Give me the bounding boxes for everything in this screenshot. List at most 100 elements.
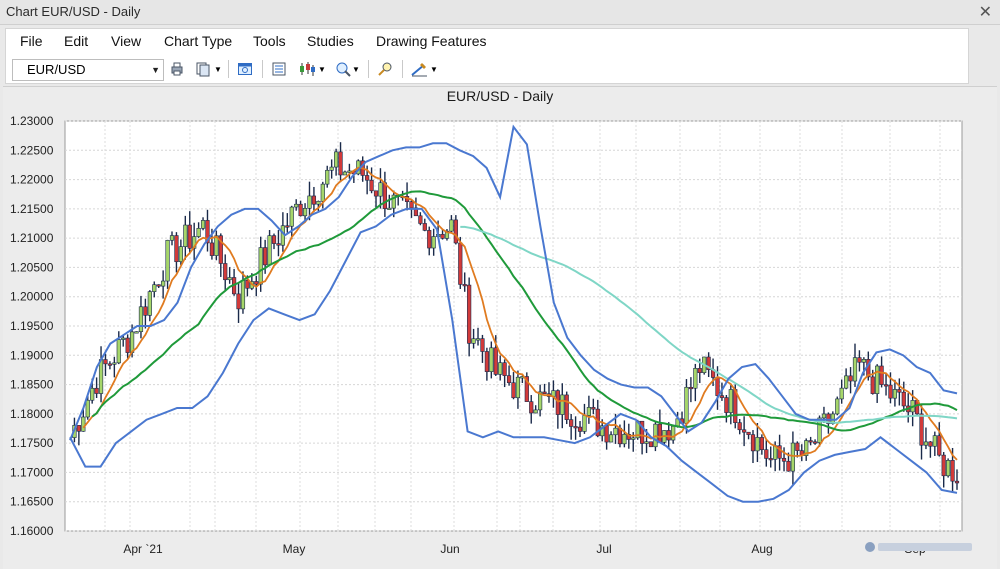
y-tick-label: 1.19000 — [10, 348, 54, 362]
candle-body — [950, 460, 955, 482]
candle-body — [622, 434, 627, 445]
candle-body — [205, 220, 210, 244]
candle-body — [325, 169, 330, 185]
candle-body — [684, 386, 689, 424]
symbol-select[interactable]: EUR/USD ▼ — [12, 59, 164, 81]
candle-body — [555, 390, 560, 415]
candle-body — [892, 389, 898, 399]
candle-body — [746, 431, 751, 435]
menu-studies[interactable]: Studies — [307, 33, 354, 49]
close-icon[interactable]: ✕ — [978, 4, 992, 21]
candle-body — [600, 425, 605, 437]
window-titlebar: Chart EUR/USD - Daily ✕ — [0, 0, 1000, 25]
candle-body — [932, 435, 937, 447]
candle-body — [742, 429, 747, 433]
candle-body — [844, 375, 849, 389]
menu-view[interactable]: View — [111, 33, 142, 49]
candle-body — [329, 166, 334, 171]
candle-body — [218, 235, 223, 264]
y-tick-label: 1.18500 — [10, 378, 54, 392]
candle-body — [320, 183, 325, 202]
candle-body — [391, 194, 396, 209]
candle-body — [81, 416, 86, 432]
x-tick-label: Jun — [440, 542, 459, 556]
drawing-tools-button[interactable] — [408, 59, 430, 79]
candle-body — [307, 195, 312, 209]
candle-body — [183, 224, 188, 247]
candle-body — [467, 284, 472, 344]
candle-body — [200, 220, 206, 229]
candle-body — [768, 458, 773, 461]
candle-body — [178, 246, 183, 263]
candle-body — [781, 457, 787, 462]
candle-body — [409, 201, 414, 209]
chevron-down-icon: ▼ — [352, 64, 360, 74]
chart-type-dropdown[interactable]: ▼ — [316, 59, 328, 79]
menu-file[interactable]: File — [20, 33, 43, 49]
candle-body — [538, 391, 543, 411]
candle-body — [790, 442, 796, 472]
candle-body — [821, 413, 827, 419]
candle-body — [453, 219, 458, 244]
candlestick-icon — [300, 62, 315, 76]
copy-button[interactable] — [192, 59, 214, 79]
candle-body — [529, 401, 534, 414]
candle-body — [666, 430, 671, 441]
candle-body — [103, 359, 108, 365]
studies-button[interactable] — [332, 59, 354, 79]
data-list-button[interactable] — [268, 59, 290, 79]
candle-body — [857, 357, 862, 363]
menu-tools[interactable]: Tools — [253, 33, 286, 49]
snapshot-button[interactable] — [234, 59, 256, 79]
x-tick-label: Aug — [751, 542, 772, 556]
symbol-value: EUR/USD — [27, 62, 86, 77]
print-button[interactable] — [166, 59, 188, 79]
candle-body — [608, 434, 614, 443]
candle-body — [901, 391, 906, 407]
candle-body — [107, 363, 113, 366]
candle-body — [511, 382, 516, 399]
candle-body — [471, 338, 476, 344]
chevron-down-icon[interactable]: ▼ — [151, 65, 160, 75]
candle-body — [577, 426, 583, 432]
chart-type-button[interactable] — [296, 59, 318, 79]
candle-body — [294, 203, 299, 208]
candle-body — [839, 387, 844, 400]
toolbar-separator — [368, 60, 369, 78]
y-tick-label: 1.20500 — [10, 260, 54, 274]
printer-icon — [171, 62, 183, 76]
list-icon — [272, 62, 286, 76]
copy-dropdown[interactable]: ▼ — [212, 59, 224, 79]
candle-body — [480, 338, 485, 352]
candle-body — [143, 306, 148, 316]
y-tick-label: 1.16000 — [10, 524, 54, 538]
candle-body — [533, 409, 538, 414]
menu-drawing-features[interactable]: Drawing Features — [376, 33, 487, 49]
x-axis: Apr `21MayJunJulAugSep — [123, 542, 926, 556]
candle-body — [365, 175, 370, 181]
candle-body — [156, 284, 161, 287]
candle-body — [875, 365, 880, 394]
candle-body — [449, 219, 454, 232]
window-title: Chart EUR/USD - Daily — [6, 4, 141, 19]
window-icon — [238, 63, 252, 75]
forexbrokers-logo-icon — [865, 542, 972, 552]
candle-body — [116, 339, 121, 364]
menu-chart-type[interactable]: Chart Type — [164, 33, 233, 49]
candle-body — [289, 206, 294, 227]
candle-body — [462, 284, 467, 287]
copy-icon — [196, 62, 210, 77]
watermark-logo — [864, 540, 974, 557]
studies-dropdown[interactable]: ▼ — [350, 59, 362, 79]
candle-body — [502, 362, 507, 376]
candle-body — [302, 208, 308, 217]
candle-body — [112, 362, 117, 365]
menu-edit[interactable]: Edit — [64, 33, 89, 49]
drawing-tools-dropdown[interactable]: ▼ — [428, 59, 440, 79]
candle-body — [378, 182, 383, 197]
candle-body — [373, 190, 379, 197]
candle-body — [493, 347, 498, 375]
zoom-button[interactable] — [374, 59, 396, 79]
candle-body — [883, 384, 889, 387]
